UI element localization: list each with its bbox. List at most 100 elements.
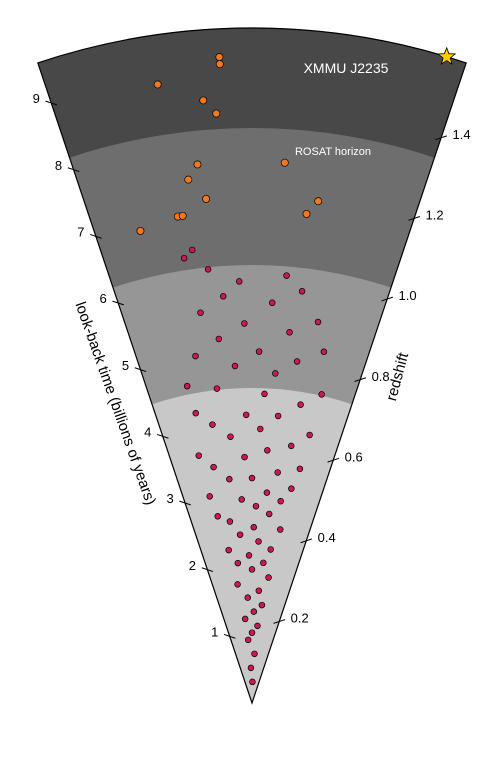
red-data-point xyxy=(219,293,227,300)
axes xyxy=(37,27,467,705)
red-data-point xyxy=(247,664,255,672)
red-data-point xyxy=(283,272,290,279)
right-tick-label: 0.8 xyxy=(372,369,390,384)
orange-data-point xyxy=(193,160,202,169)
right-tick-mark xyxy=(381,296,394,302)
red-data-point xyxy=(296,465,304,473)
red-data-point xyxy=(195,452,203,459)
red-data-point xyxy=(267,546,274,553)
red-data-point xyxy=(293,358,301,365)
right-tick-label: 1.2 xyxy=(426,208,444,223)
orange-data-point xyxy=(202,194,211,203)
left-tick-label: 1 xyxy=(211,625,218,640)
red-data-point xyxy=(245,552,253,559)
red-data-point xyxy=(242,411,250,419)
red-data-point xyxy=(234,581,241,588)
red-data-point xyxy=(244,636,252,644)
orange-data-point xyxy=(199,96,208,105)
red-data-point xyxy=(261,390,268,398)
orange-data-point xyxy=(212,109,221,118)
red-data-point xyxy=(209,421,216,428)
red-data-point xyxy=(260,559,267,567)
right-tick-mark xyxy=(435,135,447,141)
left-tick-label: 9 xyxy=(33,91,40,106)
red-data-point xyxy=(226,518,234,525)
red-data-point xyxy=(248,566,256,573)
cluster-star-marker xyxy=(437,46,457,66)
left-tick-mark xyxy=(67,167,80,173)
left-tick-mark xyxy=(156,433,169,439)
red-data-point xyxy=(234,559,242,567)
orange-data-point xyxy=(314,197,323,206)
red-data-point xyxy=(318,391,325,398)
red-data-point xyxy=(183,382,191,390)
red-data-point xyxy=(306,431,313,439)
red-data-point xyxy=(238,496,245,503)
red-data-point xyxy=(249,678,256,686)
left-tick-label: 4 xyxy=(144,425,151,440)
orange-data-point xyxy=(302,209,311,218)
left-tick-mark xyxy=(112,300,125,306)
right-tick-label: 0.2 xyxy=(291,611,309,626)
right-tick-mark xyxy=(327,457,340,463)
red-data-point xyxy=(206,493,213,500)
orange-data-point xyxy=(178,211,187,220)
red-data-point xyxy=(248,474,256,482)
red-data-point xyxy=(244,594,251,601)
red-data-point xyxy=(241,453,248,461)
right-tick-label: 0.6 xyxy=(345,449,363,464)
red-data-point xyxy=(248,629,256,636)
right-tick-label: 1.4 xyxy=(452,127,470,142)
red-data-point xyxy=(274,412,282,420)
wedge-outline xyxy=(37,27,467,705)
red-data-point xyxy=(252,502,260,510)
red-data-point xyxy=(214,513,221,520)
red-data-point xyxy=(254,622,261,630)
red-data-point xyxy=(274,469,281,476)
red-data-point xyxy=(264,447,271,454)
left-tick-mark xyxy=(223,633,236,639)
orange-data-point xyxy=(184,175,193,184)
left-tick-label: 6 xyxy=(100,291,107,306)
red-data-point xyxy=(210,463,217,471)
left-tick-mark xyxy=(134,367,147,373)
tick-marks: 1 2 3 4 5 6 7 8 9 0.2 0.4 0.6 0.8 1.0 1.2 1.4 xyxy=(33,91,471,639)
red-data-point xyxy=(204,266,212,273)
orange-data-point xyxy=(280,158,289,167)
red-data-point xyxy=(192,352,199,360)
left-tick-mark xyxy=(90,233,102,239)
red-data-point xyxy=(231,362,239,370)
red-data-point xyxy=(298,288,306,295)
red-data-point xyxy=(287,442,295,450)
red-data-point xyxy=(227,433,234,440)
red-data-point xyxy=(268,299,276,307)
red-data-point xyxy=(188,246,196,254)
red-data-point xyxy=(241,320,248,327)
red-data-point xyxy=(197,309,204,316)
red-data-point xyxy=(288,485,295,492)
left-tick-label: 7 xyxy=(77,225,84,240)
red-data-point xyxy=(257,425,264,433)
red-data-point xyxy=(277,526,284,533)
red-data-point xyxy=(320,348,328,355)
left-tick-mark xyxy=(201,567,214,573)
red-data-point xyxy=(225,546,232,554)
left-tick-label: 3 xyxy=(166,491,173,506)
red-data-point xyxy=(236,531,244,538)
right-tick-mark xyxy=(354,377,367,382)
red-data-point xyxy=(286,329,293,336)
red-data-point xyxy=(258,601,266,609)
left-tick-label: 5 xyxy=(122,358,129,373)
red-data-point xyxy=(255,538,262,545)
red-data-point xyxy=(215,335,223,343)
red-data-point xyxy=(250,524,258,531)
orange-data-point xyxy=(215,60,224,69)
orange-data-point xyxy=(136,226,145,235)
red-data-point xyxy=(251,650,258,658)
red-data-point xyxy=(272,370,279,377)
right-tick-mark xyxy=(300,538,313,544)
left-tick-label: 8 xyxy=(55,158,62,173)
orange-data-point xyxy=(153,80,162,89)
